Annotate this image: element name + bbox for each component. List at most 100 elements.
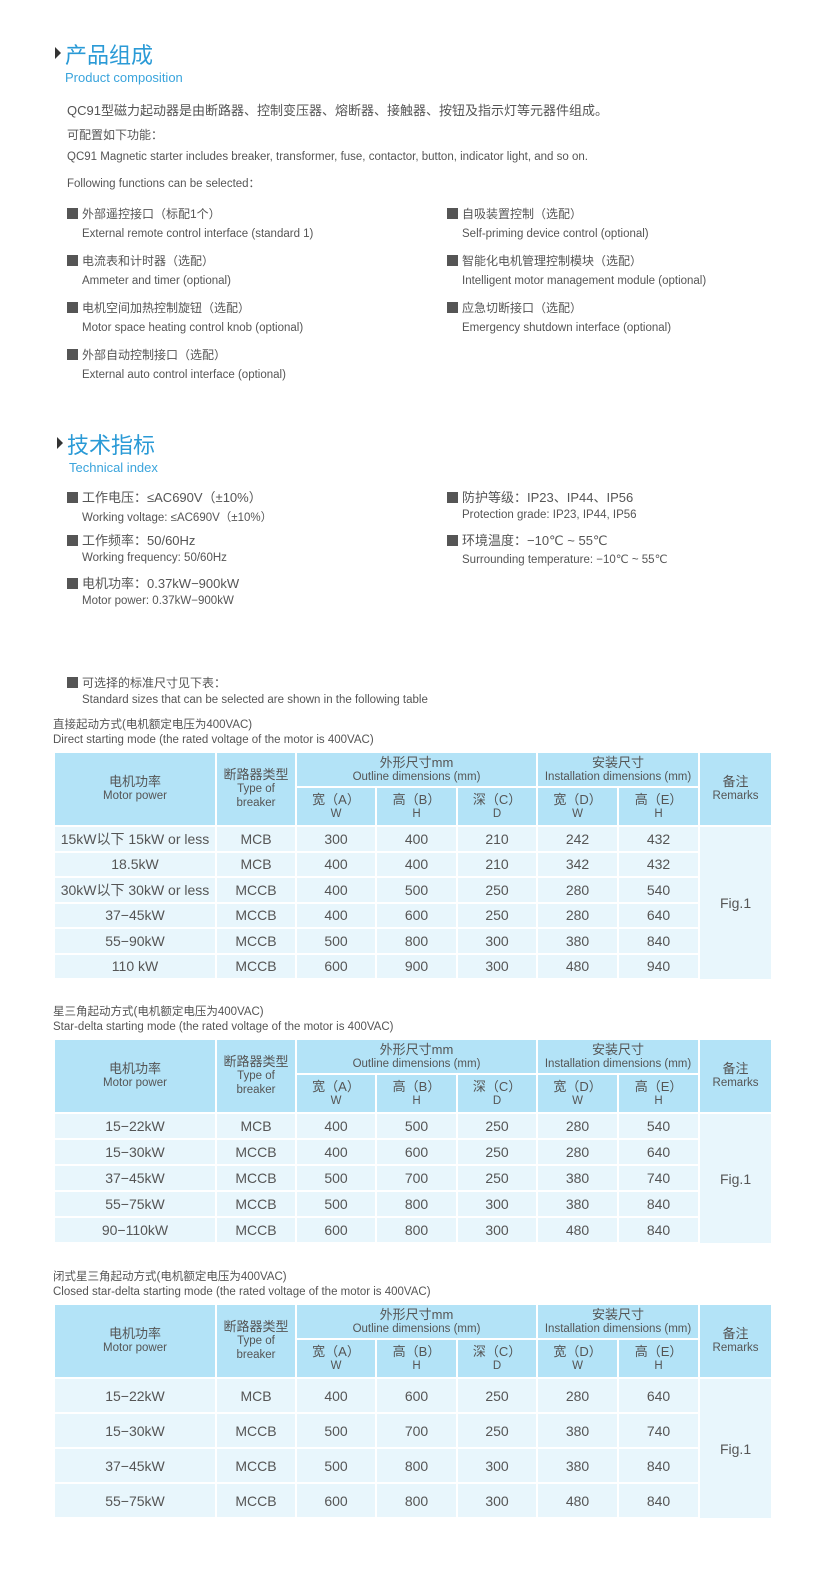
- table-row: 15−30kW MCCB 500 700 250 380 740: [55, 1412, 772, 1449]
- table-cell: 700: [375, 1412, 458, 1449]
- feature-item-en: Motor space heating control knob (option…: [82, 322, 304, 334]
- table-cell: 30kW以下 30kW or less: [55, 876, 217, 904]
- table-cell: 500: [375, 876, 458, 904]
- table-cell: 840: [617, 927, 701, 955]
- header-motor-power: 电机功率 Motor power: [55, 1040, 217, 1114]
- table-cell: 300: [455, 952, 539, 980]
- table-cell: MCCB: [215, 1138, 297, 1166]
- table-cell: 500: [295, 1412, 377, 1449]
- intro-en: QC91 Magnetic starter includes breaker, …: [67, 151, 588, 163]
- bullet-square-icon: [67, 302, 78, 313]
- header-dim-a: 宽（A） W: [296, 1339, 377, 1379]
- feature-item-en: Intelligent motor management module (opt…: [462, 275, 707, 287]
- table-cell: 55−75kW: [55, 1190, 217, 1218]
- table-cell: 280: [536, 876, 620, 904]
- header-dim-b: 高（B） H: [375, 787, 458, 827]
- table-row: 55−75kW MCCB 600 800 300 480 840: [55, 1482, 772, 1519]
- table-cell: 300: [455, 1190, 539, 1218]
- table-cell: 300: [455, 927, 539, 955]
- table-cell: 380: [536, 1164, 620, 1192]
- table-cell: 800: [375, 1447, 458, 1484]
- table-cell: 280: [536, 1138, 620, 1166]
- sizes-en: Standard sizes that can be selected are …: [82, 694, 428, 706]
- table-row: 15−30kW MCCB 400 600 250 280 640: [55, 1138, 772, 1166]
- header-installation-dimensions: 安装尺寸 Installation dimensions (mm): [536, 753, 701, 788]
- table-cell: 300: [455, 1216, 539, 1244]
- header-dim-c: 深（C） D: [455, 787, 539, 827]
- spec-item-cn: 工作频率：50/60Hz: [67, 530, 195, 549]
- table-cell: 640: [617, 901, 701, 929]
- table-cell: 800: [375, 1482, 458, 1519]
- table-caption-en: Direct starting mode (the rated voltage …: [53, 734, 374, 746]
- table-row: 15kW以下 15kW or less MCB 300 400 210 242 432 Fig…: [55, 825, 774, 979]
- table-cell: 600: [295, 952, 377, 980]
- table-subheader-row: 宽（A） W 高（B） H 深（C） D 宽（D） W 高（E） H: [55, 1074, 772, 1114]
- header-dim-d: 宽（D） W: [536, 1339, 620, 1379]
- header-breaker-type: 断路器类型 Type of breaker: [215, 1040, 297, 1114]
- table-cell: 540: [617, 876, 701, 904]
- table-cell: 37−45kW: [55, 901, 217, 929]
- sizes-cn: 可选择的标准尺寸见下表：: [67, 674, 226, 691]
- header-outline-dimensions: 外形尺寸mm Outline dimensions (mm): [294, 1040, 539, 1075]
- feature-item-cn: 自吸装置控制（选配）: [447, 205, 582, 222]
- table-cell: 242: [536, 825, 620, 853]
- bullet-square-icon: [447, 492, 458, 503]
- section-subtitle-technical: Technical index: [69, 460, 158, 475]
- table-cell: 400: [295, 876, 377, 904]
- header-installation-dimensions: 安装尺寸 Installation dimensions (mm): [536, 1040, 701, 1075]
- spec-item-cn: 工作电压：≤AC690V（±10%）: [67, 487, 262, 506]
- table-row: 37−45kW MCCB 500 800 300 380 840: [55, 1447, 772, 1484]
- header-dim-d: 宽（D） W: [536, 1074, 620, 1114]
- table-cell: 480: [536, 952, 620, 980]
- table-cell: 90−110kW: [55, 1216, 217, 1244]
- table-caption-cn: 星三角起动方式(电机额定电压为400VAC): [53, 1006, 264, 1018]
- table-cell: 800: [375, 1216, 458, 1244]
- table-cell: 37−45kW: [55, 1447, 217, 1484]
- table-cell: 740: [617, 1412, 701, 1449]
- table-cell: 280: [536, 1377, 620, 1414]
- table-cell: 250: [455, 1112, 539, 1140]
- dimension-table: 电机功率 Motor power 断路器类型 Type of breaker 外形尺寸m…: [55, 1305, 774, 1519]
- table-row: 90−110kW MCCB 600 800 300 480 840: [55, 1216, 772, 1244]
- bullet-square-icon: [447, 535, 458, 546]
- section-arrow-icon: [55, 47, 61, 59]
- table-cell: 380: [536, 1412, 620, 1449]
- spec-item-en: Protection grade: IP23, IP44, IP56: [462, 509, 637, 521]
- table-cell: 740: [617, 1164, 701, 1192]
- feature-item-cn: 电机空间加热控制旋钮（选配）: [67, 299, 250, 316]
- bullet-square-icon: [447, 208, 458, 219]
- table-row: 30kW以下 30kW or less MCCB 400 500 250 280 540: [55, 876, 772, 904]
- table-row: 15−22kW MCB 400 600 250 280 640 Fig.1: [55, 1377, 774, 1518]
- table-cell: MCCB: [215, 1164, 297, 1192]
- table-cell: 400: [295, 1138, 377, 1166]
- header-dim-e: 高（E） H: [617, 1339, 701, 1379]
- table-cell: 500: [295, 1164, 377, 1192]
- table-cell: 400: [295, 901, 377, 929]
- header-dim-a: 宽（A） W: [296, 1074, 377, 1114]
- table-caption-en: Star-delta starting mode (the rated volt…: [53, 1021, 394, 1033]
- remarks-cell: Fig.1: [698, 1377, 774, 1518]
- header-outline-dimensions: 外形尺寸mm Outline dimensions (mm): [294, 753, 539, 788]
- table-cell: 15−22kW: [55, 1377, 217, 1414]
- header-motor-power: 电机功率 Motor power: [55, 753, 217, 827]
- table-row: 15−22kW MCB 400 500 250 280 540 Fig.1: [55, 1112, 774, 1243]
- table-subheader-row: 宽（A） W 高（B） H 深（C） D 宽（D） W 高（E） H: [55, 1339, 772, 1379]
- bullet-square-icon: [447, 302, 458, 313]
- table-cell: 250: [455, 1164, 539, 1192]
- feature-item-en: External auto control interface (optiona…: [82, 369, 286, 381]
- spec-item-cn: 防护等级：IP23、IP44、IP56: [447, 487, 633, 506]
- bullet-square-icon: [67, 535, 78, 546]
- table-cell: 210: [455, 850, 539, 878]
- header-remarks: 备注 Remarks: [698, 753, 774, 827]
- table-cell: 15−22kW: [55, 1112, 217, 1140]
- bullet-square-icon: [67, 208, 78, 219]
- table-cell: 900: [375, 952, 458, 980]
- table-cell: 500: [375, 1112, 458, 1140]
- table-cell: MCB: [215, 1377, 297, 1414]
- table-cell: 110 kW: [55, 952, 217, 980]
- table-header-row: 电机功率 Motor power 断路器类型 Type of breaker 外形尺寸m…: [55, 1305, 774, 1379]
- table-cell: MCB: [215, 1112, 297, 1140]
- dimension-table: 电机功率 Motor power 断路器类型 Type of breaker 外形尺寸m…: [55, 1040, 774, 1244]
- bullet-square-icon: [67, 578, 78, 589]
